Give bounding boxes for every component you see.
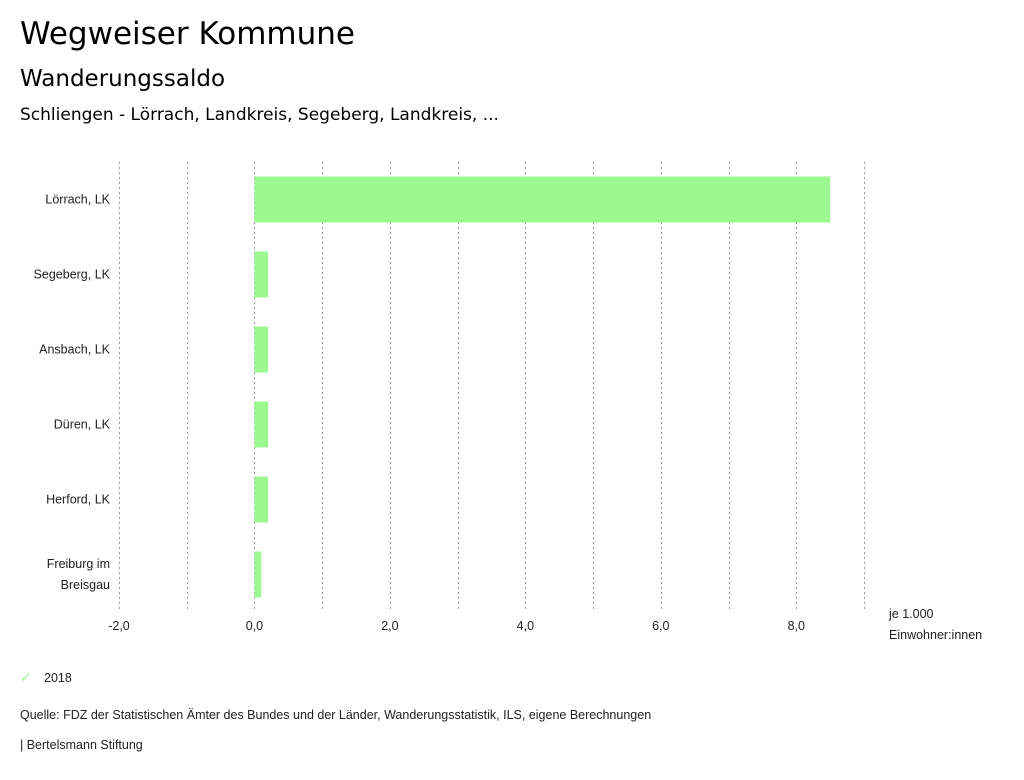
- category-label: Herford, LK: [46, 493, 111, 507]
- selection-caption: Schliengen - Lörrach, Landkreis, Segeber…: [20, 105, 499, 125]
- brand-credit: | Bertelsmann Stiftung: [20, 738, 143, 752]
- unit-label: je 1.000: [888, 607, 934, 621]
- category-label: Freiburg im: [47, 557, 110, 571]
- unit-label: Einwohner:innen: [889, 628, 982, 642]
- x-tick-label: 8,0: [788, 619, 805, 633]
- bar: [254, 326, 268, 373]
- bar: [254, 476, 268, 523]
- legend[interactable]: ✓ 2018: [20, 669, 72, 686]
- legend-label-2018: 2018: [44, 670, 72, 685]
- check-icon: ✓: [20, 669, 32, 685]
- x-tick-label: 6,0: [652, 619, 669, 633]
- category-label: Breisgau: [61, 578, 110, 592]
- chart-subtitle: Wanderungssaldo: [20, 66, 226, 92]
- x-tick-label: 2,0: [381, 619, 398, 633]
- bar: [254, 401, 268, 448]
- category-label: Segeberg, LK: [34, 268, 111, 282]
- category-label: Ansbach, LK: [39, 343, 111, 357]
- x-tick-label: 0,0: [246, 619, 263, 633]
- bar: [254, 551, 262, 598]
- x-tick-label: -2,0: [108, 619, 130, 633]
- x-tick-label: 4,0: [517, 619, 534, 633]
- source-note: Quelle: FDZ der Statistischen Ämter des …: [20, 708, 652, 722]
- page-title: Wegweiser Kommune: [20, 16, 355, 52]
- bar: [254, 176, 831, 223]
- category-label: Düren, LK: [54, 418, 111, 432]
- category-label: Lörrach, LK: [45, 193, 110, 207]
- bar-chart: Lörrach, LK Segeberg, LK Ansbach, LK Düren,…: [34, 162, 982, 642]
- bar: [254, 251, 268, 298]
